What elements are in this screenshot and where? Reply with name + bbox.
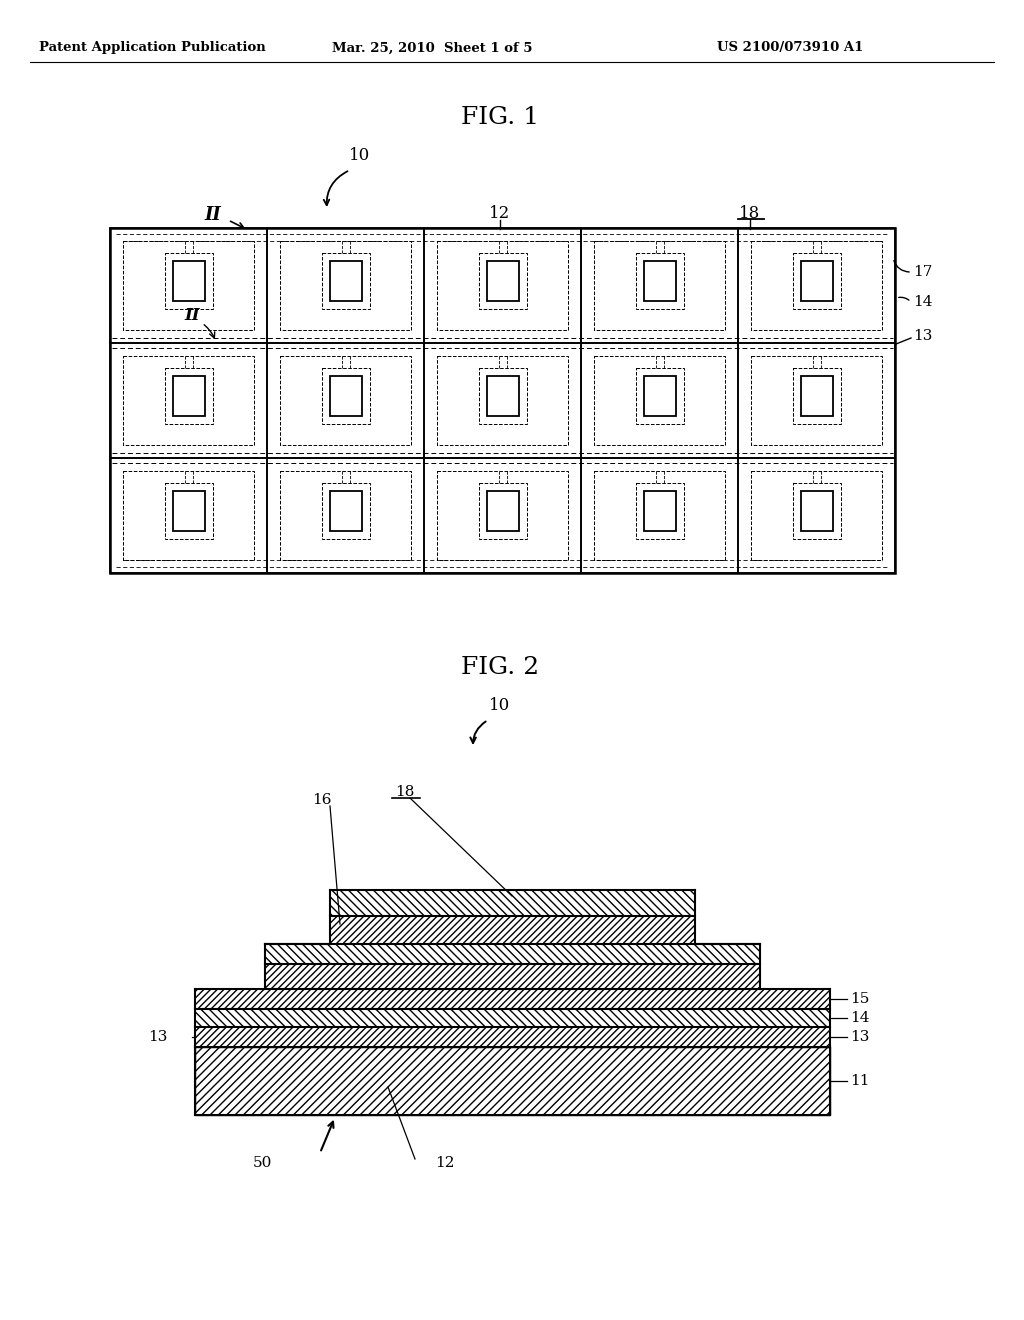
Bar	[636, 483, 683, 539]
Bar	[195, 1027, 830, 1047]
Bar	[265, 964, 760, 989]
Text: 13: 13	[913, 329, 933, 343]
Bar	[165, 367, 213, 424]
Bar	[437, 242, 568, 330]
Bar	[123, 471, 254, 560]
Bar	[751, 356, 882, 445]
Text: 12: 12	[489, 205, 511, 222]
Bar	[793, 252, 841, 309]
Bar	[636, 252, 683, 309]
Bar	[738, 228, 895, 343]
Bar	[195, 989, 830, 1008]
Bar	[424, 228, 581, 343]
Bar	[486, 375, 518, 416]
Text: Patent Application Publication: Patent Application Publication	[39, 41, 265, 54]
Bar	[165, 252, 213, 309]
Bar	[330, 260, 361, 301]
Bar	[594, 242, 725, 330]
Bar	[280, 471, 411, 560]
Bar	[486, 491, 518, 531]
Bar	[267, 458, 424, 573]
Bar	[594, 356, 725, 445]
Text: 18: 18	[395, 785, 415, 799]
Bar	[793, 483, 841, 539]
Bar	[594, 471, 725, 560]
Bar	[110, 228, 895, 573]
Bar	[643, 260, 676, 301]
Bar	[581, 343, 738, 458]
Bar	[195, 1047, 830, 1115]
Bar	[265, 944, 760, 964]
Bar	[478, 483, 526, 539]
Bar	[330, 916, 695, 944]
Bar	[322, 367, 370, 424]
Bar	[123, 242, 254, 330]
Bar	[643, 491, 676, 531]
Text: 11: 11	[850, 1074, 869, 1088]
Bar	[280, 242, 411, 330]
Bar	[165, 483, 213, 539]
Bar	[110, 343, 267, 458]
Bar	[738, 343, 895, 458]
Bar	[437, 471, 568, 560]
Bar	[330, 491, 361, 531]
Text: 12: 12	[435, 1156, 455, 1170]
Text: Mar. 25, 2010  Sheet 1 of 5: Mar. 25, 2010 Sheet 1 of 5	[332, 41, 532, 54]
Bar	[581, 228, 738, 343]
Bar	[486, 260, 518, 301]
Bar	[643, 375, 676, 416]
Bar	[424, 343, 581, 458]
Text: US 2100/073910 A1: US 2100/073910 A1	[717, 41, 863, 54]
Bar	[172, 260, 205, 301]
Bar	[751, 471, 882, 560]
Bar	[478, 252, 526, 309]
Bar	[322, 252, 370, 309]
Bar	[437, 356, 568, 445]
Bar	[751, 242, 882, 330]
Bar	[738, 458, 895, 573]
Bar	[793, 367, 841, 424]
Bar	[801, 375, 833, 416]
Bar	[636, 367, 683, 424]
Bar	[172, 491, 205, 531]
Text: 16: 16	[312, 793, 332, 807]
Bar	[110, 458, 267, 573]
Text: FIG. 2: FIG. 2	[461, 656, 539, 680]
Text: 10: 10	[349, 147, 371, 164]
Text: 10: 10	[489, 697, 511, 714]
Bar	[267, 228, 424, 343]
Text: II: II	[205, 206, 221, 224]
Text: 13: 13	[850, 1030, 869, 1044]
Bar	[801, 260, 833, 301]
Bar	[322, 483, 370, 539]
Text: 17: 17	[913, 265, 933, 279]
Text: 14: 14	[850, 1011, 869, 1026]
Text: FIG. 1: FIG. 1	[461, 107, 539, 129]
Text: 14: 14	[913, 294, 933, 309]
Bar	[478, 367, 526, 424]
Bar	[424, 458, 581, 573]
Text: 18: 18	[739, 205, 761, 222]
Bar	[330, 375, 361, 416]
Bar	[280, 356, 411, 445]
Bar	[110, 228, 267, 343]
Text: 13: 13	[148, 1030, 167, 1044]
Bar	[195, 1008, 830, 1027]
Bar	[801, 491, 833, 531]
Text: 15: 15	[850, 993, 869, 1006]
Bar	[172, 375, 205, 416]
Text: II: II	[184, 308, 200, 325]
Text: 50: 50	[252, 1156, 271, 1170]
Bar	[330, 890, 695, 916]
Bar	[267, 343, 424, 458]
Bar	[123, 356, 254, 445]
Bar	[581, 458, 738, 573]
